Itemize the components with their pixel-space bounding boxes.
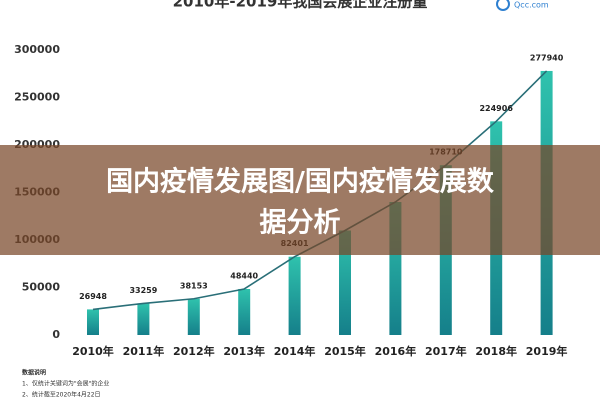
bar	[137, 303, 150, 335]
x-tick-label: 2016年	[375, 344, 417, 358]
value-label: 38153	[180, 281, 208, 290]
chart-title: 2010年-2019年我国会展企业注册量	[173, 0, 428, 11]
bar	[187, 298, 200, 335]
bar	[87, 309, 99, 335]
value-label: 224906	[479, 104, 513, 113]
banner-text: 据分析	[260, 208, 341, 239]
x-tick-label: 2012年	[173, 344, 215, 358]
x-tick-label: 2013年	[223, 344, 265, 358]
bar	[339, 230, 351, 335]
y-tick-label: 300000	[14, 43, 60, 56]
value-label: 33259	[129, 286, 157, 295]
x-tick-label: 2014年	[274, 344, 316, 358]
value-label: 48440	[230, 271, 258, 280]
value-label: 277940	[530, 53, 564, 62]
banner	[0, 145, 600, 255]
logo-icon	[496, 0, 510, 11]
bar	[238, 288, 251, 335]
x-tick-label: 2011年	[123, 344, 165, 358]
y-tick-label: 0	[52, 328, 60, 341]
banner-text: 国内疫情发展图/国内疫情发展数	[106, 166, 495, 198]
x-tick-label: 2018年	[475, 344, 517, 358]
value-label: 26948	[79, 292, 107, 301]
y-tick-label: 50000	[22, 281, 61, 294]
note: 数据说明	[22, 369, 46, 377]
x-tick-label: 2010年	[72, 344, 114, 358]
x-tick-label: 2019年	[526, 344, 568, 358]
note: 2、统计截至2020年4月22日	[22, 391, 101, 399]
note: 1、仅统计关键词为"会展"的企业	[22, 380, 109, 388]
logo: Qcc.com	[514, 1, 549, 10]
x-tick-label: 2015年	[324, 344, 366, 358]
y-tick-label: 250000	[14, 91, 60, 104]
x-tick-label: 2017年	[425, 344, 467, 358]
bar	[288, 256, 301, 335]
